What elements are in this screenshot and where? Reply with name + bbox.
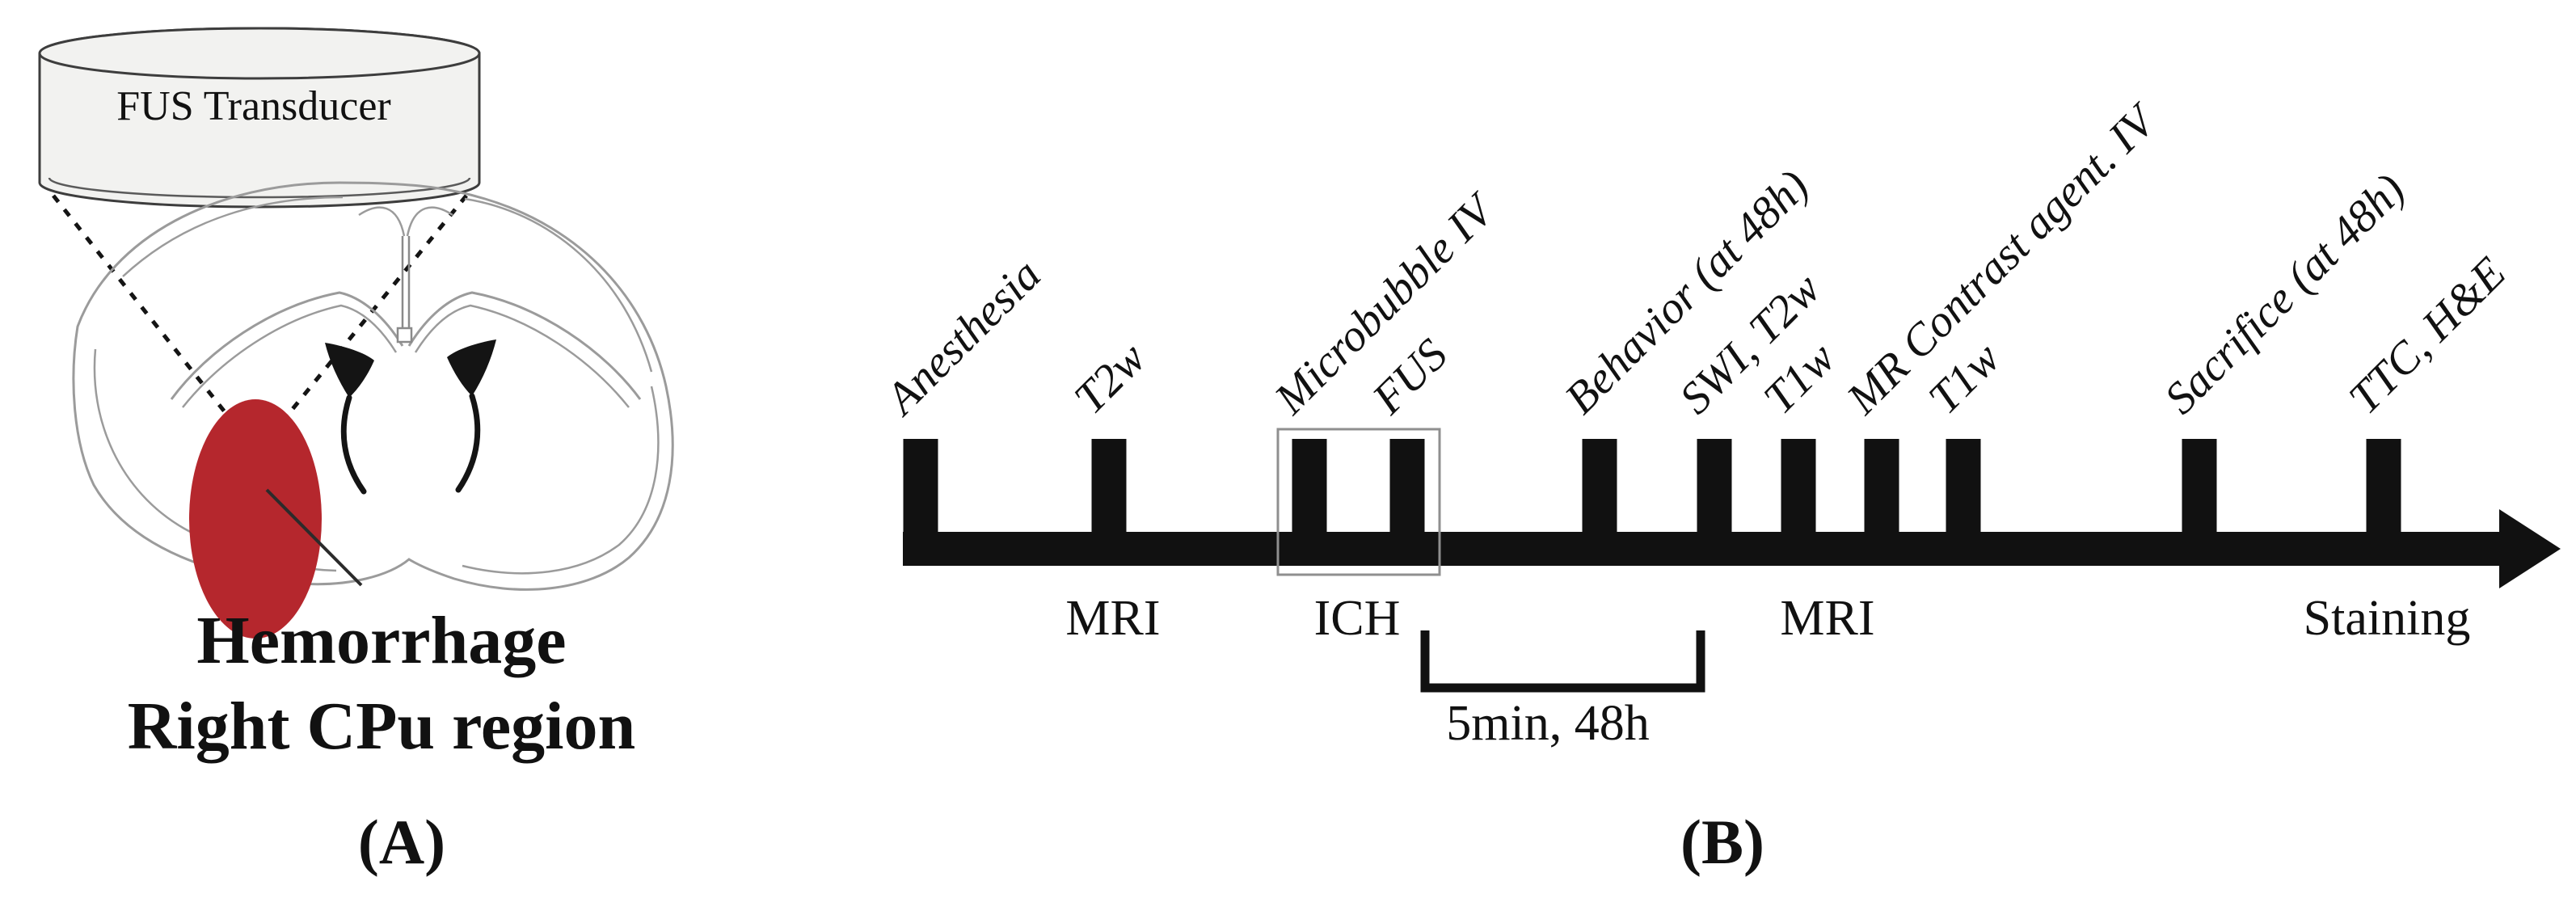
midline-fissure-left-curve (358, 206, 406, 237)
interval-bracket (1420, 630, 1705, 693)
brain-section-drawing (72, 181, 674, 591)
fus-transducer-label: FUS Transducer (116, 83, 391, 129)
hemorrhage-label-line2: Right CPu region (128, 689, 635, 764)
left-ventricle-tail (340, 394, 367, 495)
phase-label: Staining (2304, 591, 2471, 646)
ich-group-box (1276, 428, 1441, 576)
phase-label: ICH (1314, 591, 1401, 646)
timeline-tick (1292, 439, 1327, 534)
event-label: T2w (1065, 333, 1155, 424)
left-lateral-ventricle (325, 343, 374, 398)
third-ventricle-mark (396, 327, 413, 344)
timeline-tick (1697, 439, 1732, 534)
timeline-tick (1946, 439, 1981, 534)
brain-inner-cortex-top-right (464, 197, 653, 373)
corpus-callosum-left-outer (170, 291, 404, 400)
right-ventricle-tail (455, 393, 481, 493)
panel-a-caption: (A) (358, 807, 445, 877)
corpus-callosum-left-inner (182, 304, 398, 408)
midline-fissure-right-curve (406, 206, 453, 237)
phase-label: MRI (1780, 591, 1874, 646)
timeline-tick (903, 439, 938, 534)
right-lateral-ventricle (447, 339, 496, 396)
timeline-tick (2366, 439, 2401, 534)
timeline-tick (2182, 439, 2217, 534)
panel-a: FUS Transducer (38, 27, 674, 877)
corpus-callosum-right-inner (414, 304, 630, 408)
timeline-arrowhead-icon (2499, 509, 2561, 588)
timeline-tick (1582, 439, 1617, 534)
timeline-axis (903, 532, 2499, 566)
panel-b-caption: (B) (1680, 807, 1764, 877)
ultrasound-cone-right-edge (255, 194, 468, 454)
timeline-tick (1389, 439, 1425, 534)
hemorrhage-region (189, 399, 322, 639)
fus-transducer: FUS Transducer (38, 27, 481, 209)
hemorrhage-pointer-line (265, 488, 363, 587)
brain-outer-outline (72, 181, 674, 591)
timeline-phase-labels: MRI ICH MRI Staining (1065, 591, 2470, 646)
event-label: TTC, H&E (2339, 248, 2515, 424)
hemorrhage-label-line1: Hemorrhage (196, 603, 566, 678)
brain-inner-cortex-top-left (122, 196, 344, 277)
timeline-ticks (903, 439, 2401, 534)
timeline-tick (1864, 439, 1899, 534)
corpus-callosum-right-outer (407, 291, 642, 400)
fus-transducer-top-face (38, 27, 481, 80)
interval-bracket-label: 5min, 48h (1446, 696, 1649, 751)
fus-transducer-rim-line (48, 177, 471, 199)
phase-label: MRI (1065, 591, 1160, 646)
brain-inner-cortex-bottom-right (462, 386, 660, 575)
event-label: Anesthesia (875, 250, 1051, 426)
timeline-tick (1781, 439, 1816, 534)
ultrasound-cone-left-edge (52, 194, 259, 454)
timeline-tick (1091, 439, 1127, 534)
